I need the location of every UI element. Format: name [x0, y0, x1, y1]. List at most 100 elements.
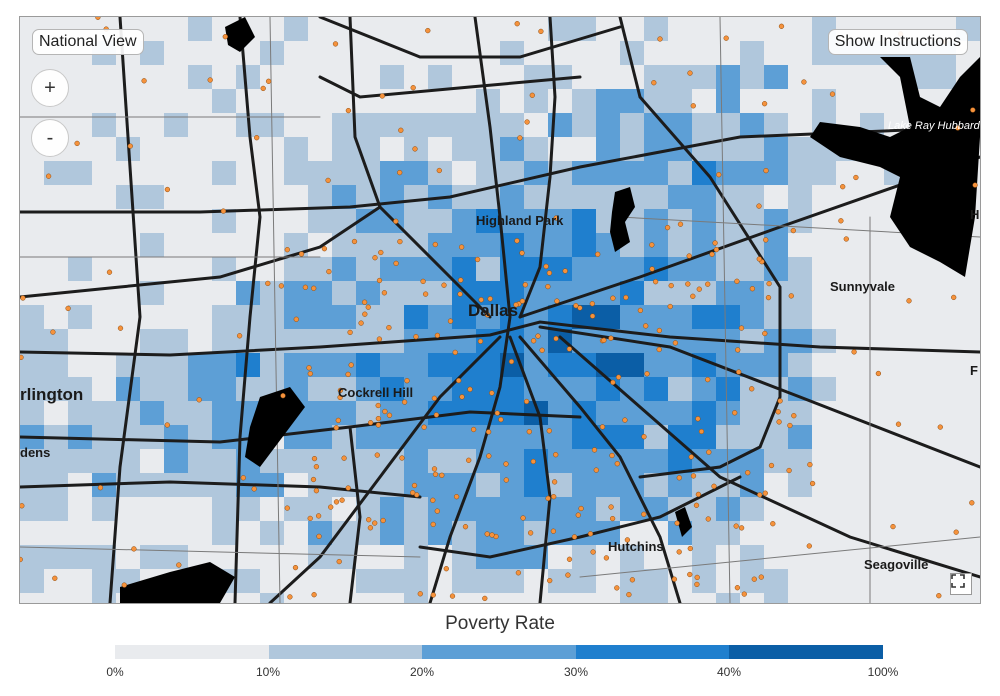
census-tract — [452, 233, 477, 258]
census-tract — [20, 185, 45, 210]
census-tract — [20, 497, 45, 522]
census-tract — [140, 89, 165, 114]
census-tract — [524, 569, 549, 594]
census-tract — [740, 545, 765, 570]
census-tract — [668, 17, 693, 42]
census-tract — [332, 113, 357, 138]
data-point-marker — [732, 410, 738, 416]
data-point-marker — [375, 415, 382, 422]
census-tract — [332, 281, 357, 306]
census-tract — [668, 65, 693, 90]
legend-title: Poverty Rate — [445, 613, 555, 634]
fullscreen-button[interactable] — [950, 573, 972, 595]
census-tract — [716, 305, 741, 330]
place-label-highland-park: Highland Park — [476, 213, 564, 228]
census-tract — [644, 41, 669, 66]
data-point-marker — [441, 282, 447, 288]
zoom-out-button[interactable]: - — [31, 119, 69, 157]
census-tract — [260, 89, 285, 114]
census-tract — [692, 377, 717, 402]
data-point-marker — [637, 307, 644, 314]
data-point-marker — [520, 515, 526, 521]
census-tract — [572, 209, 597, 234]
census-tract — [236, 353, 261, 378]
census-tract — [68, 401, 93, 426]
census-tract — [92, 305, 117, 330]
data-point-marker — [756, 203, 762, 209]
census-tract — [260, 497, 285, 522]
census-tract — [692, 17, 717, 42]
mountain-creek-lake — [245, 387, 305, 467]
data-point-marker — [565, 572, 571, 578]
data-point-marker — [687, 545, 693, 552]
census-tract — [476, 473, 501, 498]
data-point-marker — [875, 370, 882, 377]
census-tract — [356, 257, 381, 282]
minor-road — [20, 17, 980, 603]
census-tract — [500, 65, 525, 90]
census-tract — [788, 185, 813, 210]
census-tract — [884, 593, 909, 603]
census-tract — [476, 209, 501, 234]
census-tract — [548, 209, 573, 234]
national-view-button[interactable]: National View — [32, 29, 144, 55]
data-point-marker — [466, 457, 472, 463]
census-tract — [572, 545, 597, 570]
census-tract — [836, 89, 861, 114]
census-tract — [764, 473, 789, 498]
census-tract — [860, 233, 885, 258]
census-tract — [764, 521, 789, 546]
data-point-marker — [411, 482, 418, 489]
census-tract — [20, 401, 45, 426]
poverty-map[interactable]: National View Show Instructions + - High… — [19, 16, 981, 604]
zoom-in-button[interactable]: + — [31, 69, 69, 107]
data-point-marker — [786, 467, 792, 474]
census-tract — [932, 497, 957, 522]
show-instructions-button[interactable]: Show Instructions — [827, 29, 968, 55]
census-tract — [212, 329, 237, 354]
census-tract — [596, 425, 621, 450]
census-tract — [236, 593, 261, 603]
census-tract — [92, 89, 117, 114]
data-point-marker — [503, 477, 509, 483]
data-point-marker — [676, 475, 682, 481]
census-tract — [380, 425, 405, 450]
census-tract — [380, 497, 405, 522]
census-tract — [956, 593, 980, 603]
census-tract — [692, 89, 717, 114]
census-tract — [284, 161, 309, 186]
data-point-marker — [523, 398, 530, 405]
census-tract — [212, 593, 237, 603]
census-tract — [188, 305, 213, 330]
data-points — [20, 17, 978, 602]
census-tract — [716, 593, 741, 603]
place-label-sunnyvale: Sunnyvale — [830, 279, 896, 294]
census-tract — [20, 353, 45, 378]
data-point-marker — [608, 335, 614, 341]
census-tract — [620, 161, 645, 186]
data-point-marker — [254, 135, 260, 141]
census-tract — [500, 89, 525, 114]
census-tract — [908, 377, 933, 402]
census-tract — [764, 137, 789, 162]
data-point-marker — [768, 462, 775, 469]
legend-tick-0: 0% — [106, 665, 124, 679]
census-tract — [764, 233, 789, 258]
census-tract — [68, 449, 93, 474]
census-tract — [908, 281, 933, 306]
census-tract — [428, 449, 453, 474]
census-tract — [524, 473, 549, 498]
data-point-marker — [562, 268, 568, 274]
data-point-marker — [386, 324, 392, 331]
census-tract — [572, 89, 597, 114]
census-tract — [404, 161, 429, 186]
data-point-marker — [328, 504, 334, 510]
data-point-marker — [307, 515, 313, 522]
census-tract — [44, 449, 69, 474]
data-point-marker — [672, 340, 679, 346]
map-canvas[interactable] — [20, 17, 980, 603]
census-tract — [332, 137, 357, 162]
census-tract — [932, 473, 957, 498]
data-point-marker — [315, 513, 322, 519]
data-point-marker — [716, 172, 722, 178]
